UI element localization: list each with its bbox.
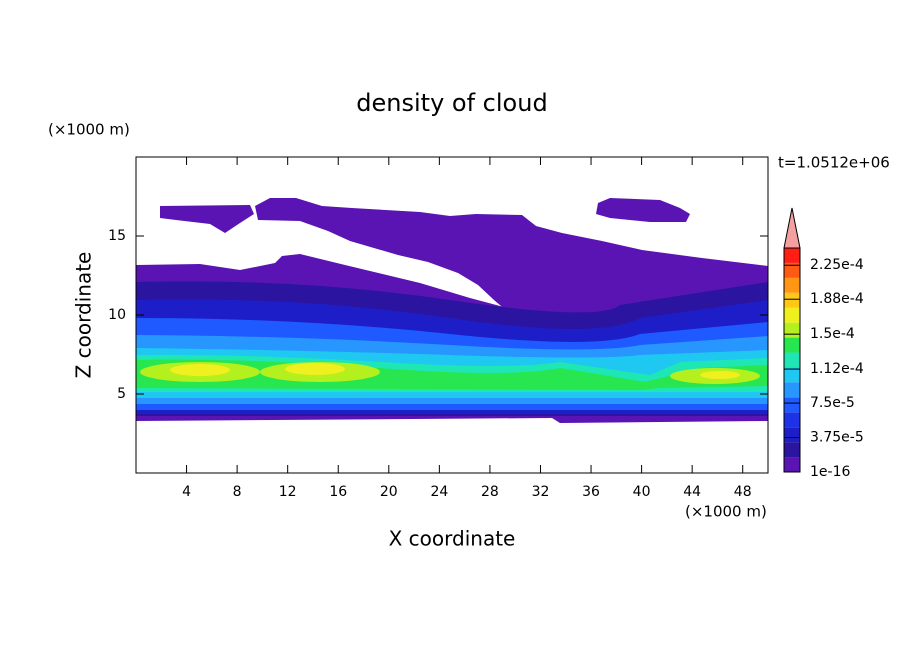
cloud-region bbox=[160, 205, 254, 233]
contour-field bbox=[136, 198, 768, 423]
colorbar-band bbox=[784, 457, 800, 472]
colorbar-label: 2.25e-4 bbox=[810, 257, 864, 273]
colorbar-label: 1.12e-4 bbox=[810, 361, 864, 377]
colorbar-over bbox=[783, 207, 801, 249]
colorbar-label: 7.5e-5 bbox=[810, 395, 855, 411]
colorbar-label: 1.88e-4 bbox=[810, 291, 864, 307]
colorbar-band bbox=[784, 397, 800, 413]
colorbar-band bbox=[784, 442, 800, 458]
colorbar-label: 1.5e-4 bbox=[810, 326, 855, 342]
x-tick-label: 48 bbox=[734, 484, 752, 500]
colorbar-band bbox=[784, 412, 800, 428]
colorbar-band bbox=[784, 367, 800, 383]
colorbar-band bbox=[784, 352, 800, 368]
colorbar-band bbox=[784, 262, 800, 278]
colorbar-band bbox=[784, 292, 800, 308]
colorbar-band bbox=[784, 322, 800, 338]
band bbox=[700, 371, 740, 379]
x-tick-label: 36 bbox=[582, 484, 600, 500]
x-tick-label: 24 bbox=[430, 484, 448, 500]
band bbox=[170, 364, 230, 376]
colorbar-band bbox=[784, 248, 800, 263]
colorbar-label: 1e-16 bbox=[810, 464, 850, 480]
colorbar-band bbox=[784, 337, 800, 353]
x-axis-label: X coordinate bbox=[389, 527, 516, 551]
x-tick-label: 44 bbox=[683, 484, 701, 500]
y-tick-label: 10 bbox=[108, 307, 126, 323]
x-unit: (×1000 m) bbox=[685, 503, 767, 521]
chart-title: density of cloud bbox=[356, 89, 547, 117]
band bbox=[285, 363, 345, 375]
x-tick-label: 32 bbox=[532, 484, 550, 500]
colorbar-band bbox=[784, 382, 800, 398]
y-tick-label: 15 bbox=[108, 228, 126, 244]
x-tick-label: 12 bbox=[279, 484, 297, 500]
colorbar-band bbox=[784, 307, 800, 323]
x-tick-label: 16 bbox=[329, 484, 347, 500]
cloud-region bbox=[596, 198, 690, 222]
y-tick-label: 5 bbox=[117, 386, 126, 402]
x-tick-label: 4 bbox=[182, 484, 191, 500]
colorbar-label: 3.75e-5 bbox=[810, 430, 864, 446]
x-tick-label: 28 bbox=[481, 484, 499, 500]
colorbar-band bbox=[784, 277, 800, 293]
x-tick-label: 40 bbox=[633, 484, 651, 500]
colorbar-band bbox=[784, 427, 800, 443]
y-axis-label: Z coordinate bbox=[72, 252, 96, 379]
x-tick-label: 20 bbox=[380, 484, 398, 500]
y-unit: (×1000 m) bbox=[48, 121, 130, 139]
x-tick-label: 8 bbox=[233, 484, 242, 500]
time-label: t=1.0512e+06 bbox=[778, 154, 890, 172]
